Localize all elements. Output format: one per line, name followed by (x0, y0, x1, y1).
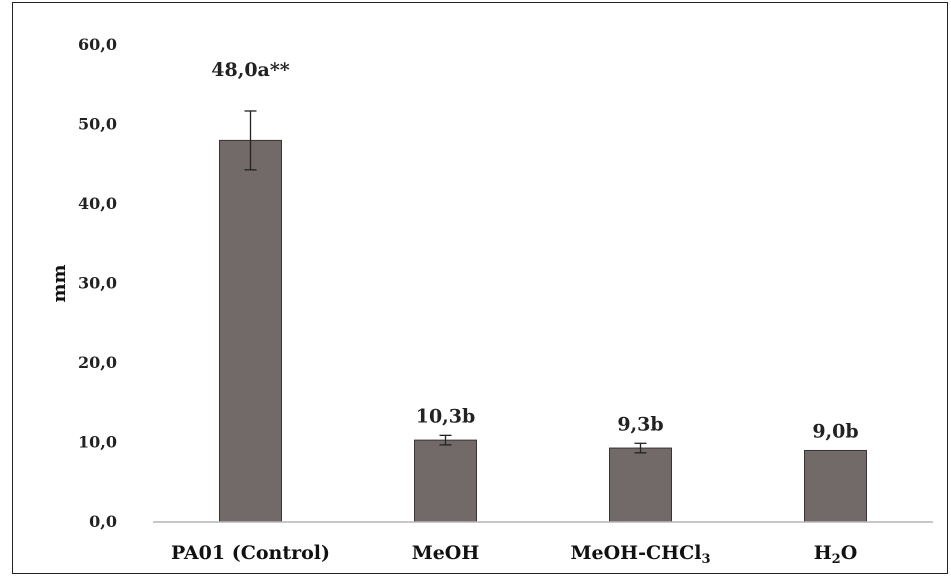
y-tick-label: 60,0 (78, 35, 117, 54)
bar-chart: 0,0 10,0 20,0 30,0 40,0 50,0 60,0 48,0a** 10,3b… (49, 35, 933, 567)
y-tick-label: 40,0 (78, 194, 117, 213)
data-labels: 48,0a** 10,3b 9,3b 9,0b (211, 59, 858, 442)
y-axis: 0,0 10,0 20,0 30,0 40,0 50,0 60,0 (78, 35, 117, 531)
bars (219, 110, 867, 523)
category-label: PA01 (Control) (171, 542, 330, 564)
bar (609, 447, 672, 523)
y-tick-label: 30,0 (78, 274, 117, 293)
data-label: 48,0a** (211, 59, 290, 81)
category-label: MeOH (412, 542, 480, 564)
bar (414, 439, 477, 523)
data-label: 9,0b (812, 420, 858, 442)
y-tick-label: 10,0 (78, 433, 117, 452)
bar (804, 449, 867, 523)
data-label: 10,3b (416, 405, 476, 427)
y-tick-label: 50,0 (78, 115, 117, 134)
category-label: MeOH-CHCl3 (571, 542, 711, 567)
chart-frame: 0,0 10,0 20,0 30,0 40,0 50,0 60,0 48,0a** 10,3b… (12, 2, 948, 574)
y-tick-label: 20,0 (78, 353, 117, 372)
x-axis: PA01 (Control) MeOH MeOH-CHCl3 H2O (153, 521, 933, 567)
data-label: 9,3b (617, 413, 663, 435)
bar (219, 139, 282, 523)
y-axis-title: mm (49, 264, 70, 302)
y-tick-label: 0,0 (89, 512, 117, 531)
category-label: H2O (814, 542, 858, 567)
